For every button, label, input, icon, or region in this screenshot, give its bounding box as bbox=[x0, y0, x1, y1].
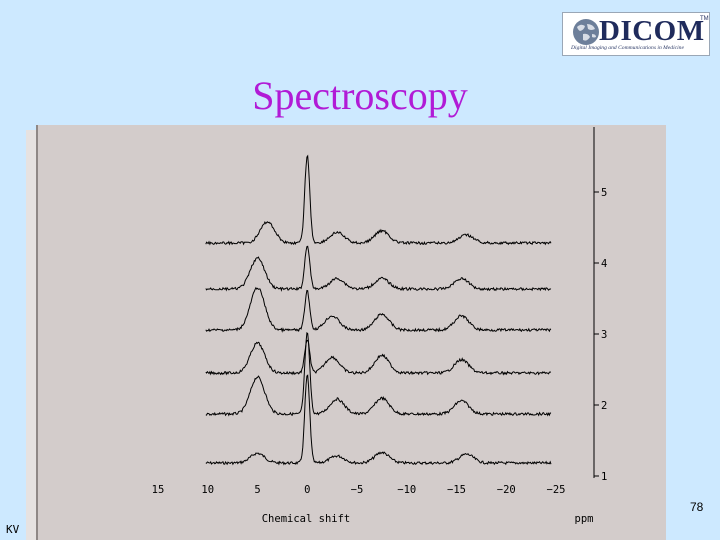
page-number: 78 bbox=[690, 500, 704, 514]
spectrum-trace-5 bbox=[205, 245, 552, 292]
x-ticks: 15 10 5 0 −5 −10 −15 −20 −25 bbox=[152, 484, 566, 496]
globe-icon bbox=[573, 19, 599, 45]
spectrum-trace-3 bbox=[205, 339, 552, 376]
y-tick-label: 2 bbox=[601, 400, 607, 412]
x-tick-label: 10 bbox=[201, 484, 214, 496]
slide-title: Spectroscopy bbox=[252, 73, 468, 118]
spectrum-trace-1 bbox=[205, 374, 552, 466]
y-tick-label: 5 bbox=[601, 187, 607, 199]
y-tick-label: 3 bbox=[601, 329, 607, 341]
spectrum-trace-6 bbox=[205, 154, 552, 246]
x-axis-unit: ppm bbox=[575, 513, 594, 525]
spectra-panel bbox=[36, 125, 666, 540]
logo-trademark: TM bbox=[700, 16, 709, 22]
y-tick-label: 4 bbox=[601, 258, 607, 270]
spectrum-trace-2 bbox=[205, 331, 552, 417]
logo-brand: DICOM bbox=[599, 15, 705, 47]
y-ticks: 1 2 3 4 5 bbox=[594, 187, 607, 483]
footer-initials: KV bbox=[6, 523, 20, 536]
dicom-logo: DICOM TM Digital Imaging and Communicati… bbox=[562, 12, 710, 56]
spectrum-trace-4 bbox=[205, 286, 552, 333]
spectra-traces bbox=[205, 154, 552, 466]
x-tick-label: −5 bbox=[351, 484, 364, 496]
logo-tagline: Digital Imaging and Communications in Me… bbox=[571, 45, 684, 51]
x-tick-label: −15 bbox=[447, 484, 466, 496]
x-tick-label: −25 bbox=[547, 484, 566, 496]
x-axis-label: Chemical shift bbox=[262, 513, 351, 525]
x-tick-label: −20 bbox=[497, 484, 516, 496]
x-tick-label: 15 bbox=[152, 484, 165, 496]
y-tick-label: 1 bbox=[601, 471, 607, 483]
x-tick-label: −10 bbox=[397, 484, 416, 496]
x-tick-label: 0 bbox=[304, 484, 310, 496]
image-edge-strip bbox=[26, 130, 36, 540]
x-tick-label: 5 bbox=[254, 484, 260, 496]
